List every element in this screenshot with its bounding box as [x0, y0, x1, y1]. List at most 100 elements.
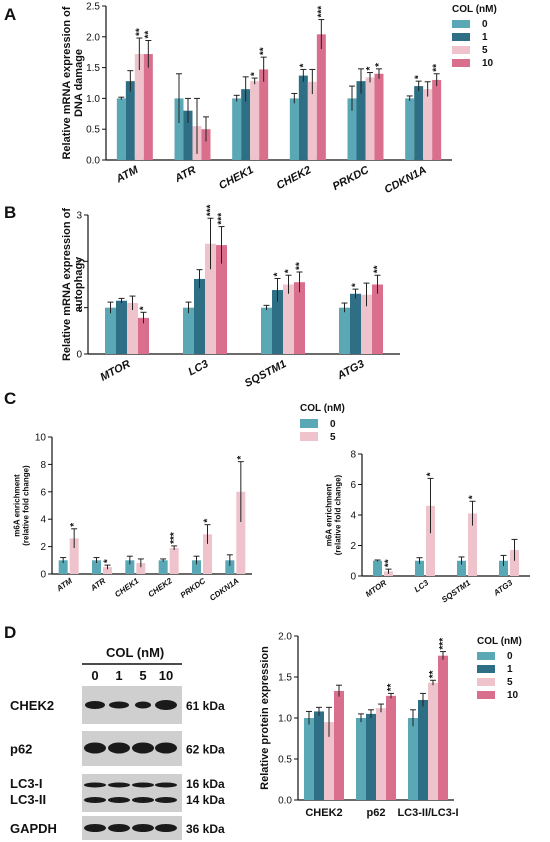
blot-kda-label: 14 kDa	[186, 793, 225, 807]
y-axis-label: Relative mRNA expression ofDNA damage	[61, 6, 85, 159]
panel-label-b: B	[4, 203, 16, 222]
y-tick-label: 0	[40, 570, 46, 581]
y-tick-label: 8	[40, 460, 46, 471]
category-label: MTOR	[98, 358, 132, 384]
significance-marker: *	[203, 519, 214, 523]
panel-label-d: D	[4, 623, 16, 642]
bar-B-SQSTM1-1	[272, 290, 283, 354]
y-tick-label: 0	[350, 572, 356, 583]
category-label: CHEK2	[146, 576, 174, 599]
bar-A-CDKN1A-10	[432, 79, 442, 160]
bar-C1-CHEK2-0	[158, 560, 168, 574]
blot-band	[135, 701, 151, 709]
significance-marker: **	[259, 47, 270, 55]
legend-title: COL (nM)	[477, 636, 522, 647]
bar-C1-PRKDC-0	[192, 560, 201, 574]
panel-label-c: C	[4, 389, 16, 408]
legend-entry: 10	[482, 58, 494, 69]
bar-A-ATM-0	[116, 98, 126, 160]
blot-lane-label: 1	[115, 668, 122, 683]
category-label: SQSTM1	[440, 578, 473, 605]
significance-marker: ***	[206, 204, 217, 216]
blot-band	[84, 824, 106, 832]
blot-membrane	[82, 774, 182, 812]
bar-C1-CHEK1-0	[125, 560, 135, 574]
category-label: ATG3	[491, 578, 514, 598]
bar-C1-ATM-0	[58, 560, 68, 574]
blot-header: COL (nM)	[106, 645, 164, 660]
bar-D-CHEK2-0	[304, 718, 314, 800]
bar-D-CHEK2-1	[314, 711, 324, 800]
bar-D-CHEK2-10	[334, 690, 344, 800]
bar-A-CHEK2-0	[289, 98, 299, 160]
category-label: CDKN1A	[208, 576, 241, 603]
bar-C1-ATR-0	[92, 560, 101, 574]
bar-A-ATM-1	[125, 81, 135, 160]
bar-A-ATM-10	[143, 54, 153, 160]
y-tick-label: 2	[40, 542, 46, 553]
bar-B-LC3-1	[194, 278, 205, 354]
bar-C1-PRKDC-5	[203, 534, 212, 574]
blot-band	[108, 782, 130, 788]
significance-marker: ***	[217, 213, 228, 225]
blot-band	[132, 824, 154, 832]
category-label: p62	[367, 807, 386, 819]
blot-lane-label: 10	[159, 668, 173, 683]
significance-marker: *	[250, 72, 261, 76]
bar-C1-CHEK2-5	[169, 547, 179, 574]
blot-band	[108, 742, 130, 754]
significance-marker: *	[284, 269, 295, 273]
bar-D-LC3-II/LC3-I-0	[408, 718, 418, 800]
bar-A-CDKN1A-1	[414, 86, 424, 160]
category-label: ATM	[54, 576, 74, 594]
bar-A-ATR-1	[183, 110, 193, 160]
y-axis-label: Relative mRNA expression ofautophagy	[61, 208, 85, 361]
legend-entry: 5	[330, 432, 336, 443]
y-tick-label: 1	[76, 303, 82, 314]
category-label: CHEK1	[217, 164, 256, 192]
bar-C1-ATM-5	[69, 538, 79, 574]
bar-C1-ATR-5	[103, 567, 112, 574]
legend-swatch	[300, 419, 318, 428]
blot-band	[84, 797, 106, 803]
bar-A-CHEK1-10	[259, 69, 269, 160]
bar-A-ATR-10	[201, 129, 211, 160]
bar-B-MTOR-1	[116, 300, 127, 354]
category-label: ATR	[88, 576, 107, 593]
legend-swatch	[452, 33, 470, 41]
significance-marker: ***	[316, 6, 327, 18]
blot-band	[155, 797, 177, 803]
bar-D-p62-5	[376, 708, 386, 800]
significance-marker: *	[139, 306, 150, 310]
bar-A-CDKN1A-5	[423, 89, 433, 160]
significance-marker: **	[295, 262, 306, 270]
significance-marker: *	[69, 523, 80, 527]
legend-entry: 5	[482, 45, 488, 56]
legend-title: COL (nM)	[300, 403, 345, 414]
blot-lane-labels: 0 1 5 10	[91, 668, 173, 683]
blot-band	[155, 782, 177, 788]
legend-entry: 1	[507, 664, 513, 675]
category-label: ATG3	[335, 358, 367, 382]
bar-B-ATG3-10	[372, 284, 383, 354]
bar-A-CHEK2-1	[298, 75, 308, 160]
significance-marker: *	[374, 63, 385, 67]
bar-A-ATM-5	[134, 54, 144, 160]
y-tick-label: 1.5	[278, 673, 292, 684]
bar-C2-SQSTM1-0	[457, 560, 466, 576]
bar-A-CHEK2-5	[307, 81, 317, 160]
bar-B-LC3-5	[205, 243, 216, 354]
legend-swatch	[452, 20, 470, 28]
blot-band	[108, 824, 130, 832]
bar-C2-ATG3-5	[510, 550, 519, 576]
bar-B-SQSTM1-5	[283, 284, 294, 354]
category-label: MTOR	[364, 578, 389, 599]
y-axis-label: m6A enrichment(relative fold change)	[325, 474, 343, 555]
legend-c: COL (nM) 0 5	[300, 403, 345, 443]
significance-marker: ***	[169, 532, 180, 544]
legend-swatch	[452, 59, 470, 67]
category-label: LC3	[413, 578, 431, 594]
bar-A-CHEK1-1	[241, 89, 251, 160]
bar-C1-CDKN1A-0	[225, 560, 235, 574]
